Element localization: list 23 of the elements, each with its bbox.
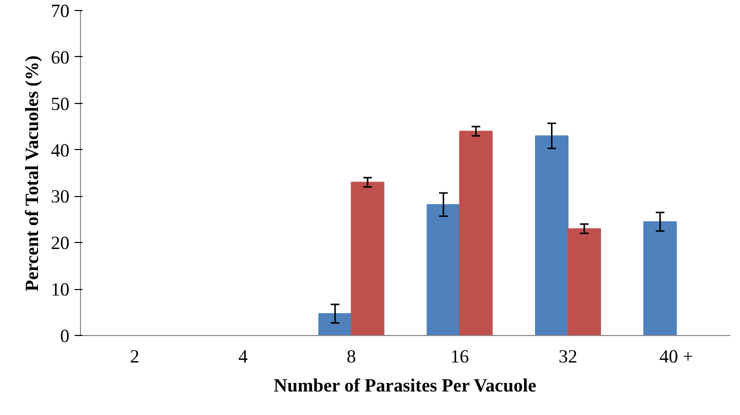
y-tick-label: 50	[50, 94, 70, 115]
y-tick-label: 70	[50, 1, 70, 22]
y-tick-label: 0	[60, 326, 70, 347]
y-tick-label: 40	[50, 140, 70, 162]
bar	[426, 204, 460, 336]
bar	[568, 228, 601, 336]
y-axis-title: Percent of Total Vacuoles (%)	[22, 55, 43, 292]
x-tick-label: 32	[558, 346, 578, 368]
bar	[350, 182, 384, 336]
y-tick-label: 30	[50, 186, 70, 208]
y-tick-label: 20	[50, 233, 70, 254]
x-tick-label: 16	[450, 346, 469, 368]
bar	[535, 135, 568, 336]
x-tick-label: 2	[130, 346, 140, 368]
y-tick-label: 10	[50, 280, 70, 301]
x-tick-label: 8	[346, 346, 356, 368]
bar	[643, 221, 677, 336]
x-tick-label: 4	[238, 346, 248, 368]
x-axis-title: Number of Parasites Per Vacuole	[274, 376, 536, 396]
bar	[318, 313, 352, 336]
bar	[459, 130, 493, 336]
x-tick-label: 40 +	[659, 346, 694, 368]
y-tick-label: 60	[50, 47, 70, 68]
